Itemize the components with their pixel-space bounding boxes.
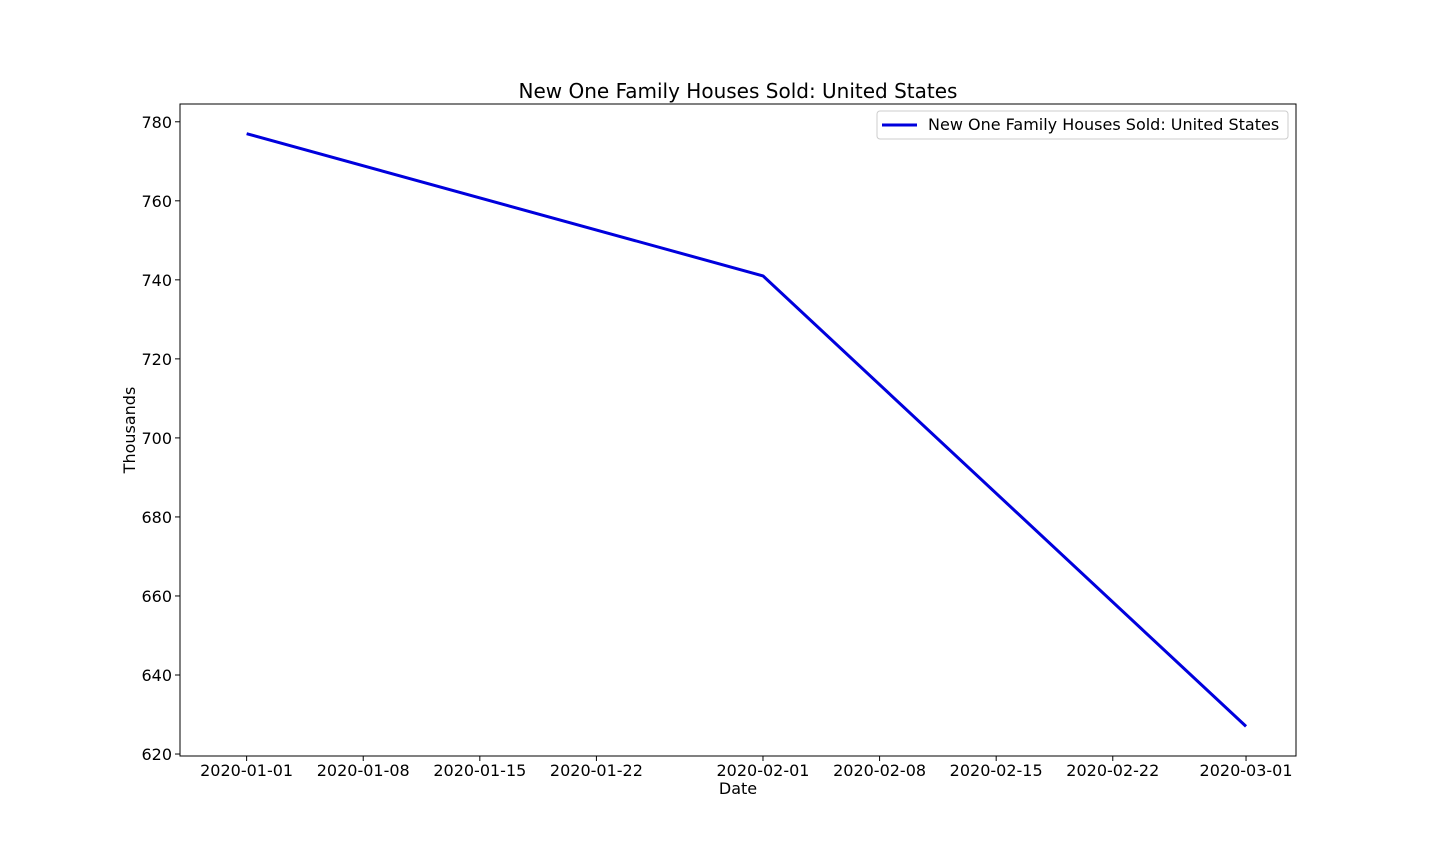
data-point <box>245 132 248 135</box>
y-axis: 620 640 660 680 700 720 740 760 780 <box>141 113 180 764</box>
x-tick-label: 2020-01-15 <box>433 761 526 780</box>
data-point <box>761 274 764 277</box>
x-tick-label: 2020-01-01 <box>200 761 293 780</box>
legend-entry: New One Family Houses Sold: United State… <box>928 115 1279 134</box>
chart-title: New One Family Houses Sold: United State… <box>519 79 958 103</box>
y-tick-label: 720 <box>141 350 172 369</box>
legend-box <box>876 110 1289 140</box>
series-line-0 <box>246 132 1248 728</box>
x-tick-label: 2020-02-01 <box>716 761 809 780</box>
y-tick-label: 660 <box>141 587 172 606</box>
data-point <box>1245 725 1248 728</box>
legend: New One Family Houses Sold: United State… <box>876 110 1289 140</box>
y-axis-label: Thousands <box>120 387 139 475</box>
x-tick-label: 2020-01-22 <box>550 761 643 780</box>
series-layer <box>245 132 1248 728</box>
x-tick-label: 2020-03-01 <box>1200 761 1293 780</box>
plot-frame <box>179 103 1297 757</box>
x-tick-label: 2020-02-15 <box>950 761 1043 780</box>
x-tick-label: 2020-02-22 <box>1066 761 1159 780</box>
plot-area <box>179 103 1297 757</box>
y-tick-label: 780 <box>141 113 172 132</box>
x-tick-label: 2020-02-08 <box>833 761 926 780</box>
x-axis: 2020-01-01 2020-01-08 2020-01-15 2020-01-22… <box>200 756 1293 780</box>
x-tick-label: 2020-01-08 <box>317 761 410 780</box>
x-axis-label: Date <box>719 779 757 798</box>
y-tick-label: 620 <box>141 745 172 764</box>
y-tick-label: 760 <box>141 192 172 211</box>
y-tick-label: 680 <box>141 508 172 527</box>
y-tick-label: 640 <box>141 666 172 685</box>
y-tick-label: 700 <box>141 429 172 448</box>
y-tick-label: 740 <box>141 271 172 290</box>
